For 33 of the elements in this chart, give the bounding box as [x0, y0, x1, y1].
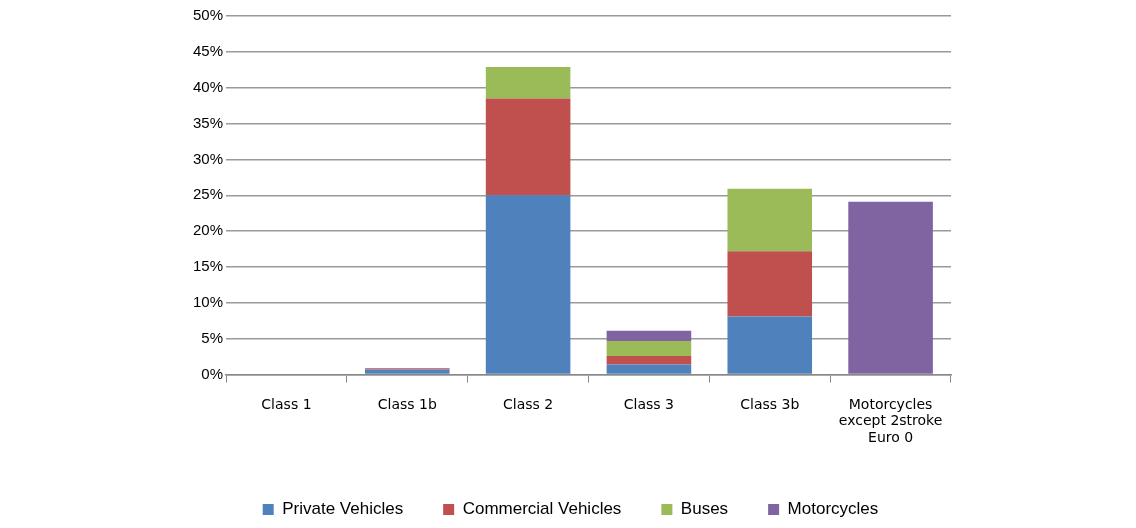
bar [606, 330, 692, 341]
y-tick-label: 50% [192, 6, 224, 24]
bar [606, 340, 692, 356]
legend-label: Private Vehicles [282, 499, 404, 519]
x-tick-label: Class 1b [377, 395, 437, 412]
x-tick-label: Class 3b [740, 395, 800, 412]
y-tick-label: 20% [192, 221, 224, 239]
bar [606, 355, 692, 365]
bar [485, 195, 571, 374]
y-tick-label: 15% [192, 257, 224, 275]
y-tick-label: 5% [201, 328, 224, 346]
legend-label: Motorcycles [787, 499, 879, 519]
bar [364, 369, 450, 374]
bar [727, 316, 813, 374]
bar [848, 201, 933, 374]
bar [485, 98, 571, 196]
y-tick-label: 45% [192, 42, 224, 59]
legend-label: Buses [680, 499, 729, 519]
y-tick-label: 0% [201, 364, 224, 382]
x-tick-label: Class 1 [261, 395, 312, 412]
x-tick-label: Motorcycles except 2stroke Euro 0 [838, 395, 943, 446]
bar [485, 66, 571, 99]
y-tick-label: 10% [192, 293, 224, 311]
y-tick-label: 30% [192, 149, 224, 167]
x-tick-label: Class 2 [502, 395, 554, 412]
y-tick-label: 35% [192, 113, 224, 131]
bar [727, 251, 813, 317]
y-tick-label: 25% [192, 185, 224, 203]
y-tick-label: 40% [192, 77, 224, 95]
bar [606, 364, 692, 374]
bar [727, 188, 813, 252]
legend-label: Commercial Vehicles [462, 499, 622, 519]
x-tick-label: Class 3 [623, 395, 675, 412]
